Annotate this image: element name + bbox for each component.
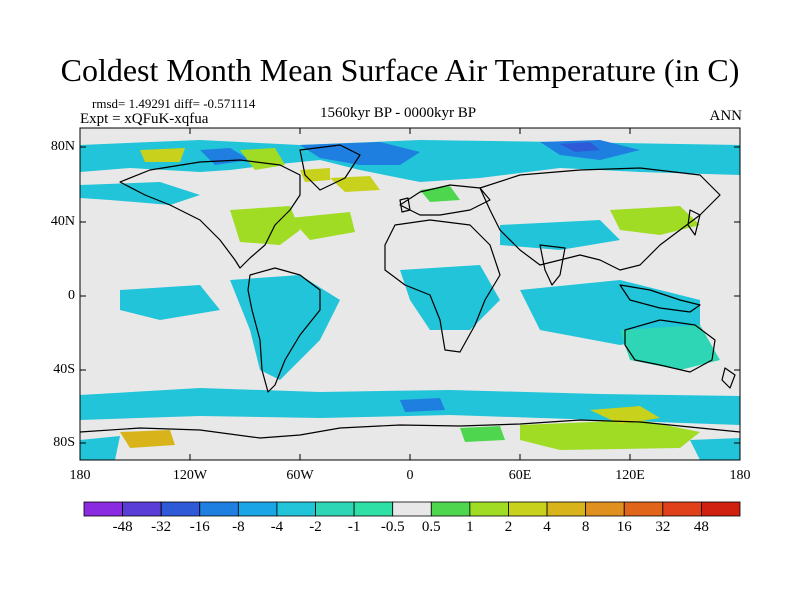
coast-australia xyxy=(624,319,716,373)
lon-label-0: 0 xyxy=(406,468,414,483)
anomaly-npacific-cool xyxy=(80,182,200,205)
colorbar-label: -16 xyxy=(189,519,210,535)
anomaly-siberia-warm xyxy=(140,148,185,162)
colorbar-label: 1 xyxy=(466,519,474,535)
colorbar-label: -1 xyxy=(347,519,361,535)
anomaly-asia-cool xyxy=(500,220,620,250)
season-label: ANN xyxy=(709,108,743,124)
coast-se-asia xyxy=(619,284,701,313)
lon-label-120e: 120E xyxy=(615,468,645,483)
coast-japan xyxy=(687,209,701,236)
map-ticks xyxy=(80,128,740,460)
coast-greenland xyxy=(299,144,361,191)
coast-asia xyxy=(479,167,721,271)
colorbar-label: 16 xyxy=(616,519,632,535)
colorbar-label: 8 xyxy=(581,519,590,535)
anomaly-antarctic-cool xyxy=(80,436,120,460)
coast-south-america xyxy=(247,267,321,393)
coast-uk xyxy=(399,197,411,213)
colorbar-label: 4 xyxy=(543,519,551,535)
anomaly-antarctic-yellow xyxy=(590,406,660,424)
colorbar-label: -8 xyxy=(232,519,245,535)
anomaly-greenland-warm xyxy=(300,168,330,182)
colorbar-label: -2 xyxy=(309,519,322,535)
anomaly-australia-cool xyxy=(620,325,720,370)
colorbar-label: -0.5 xyxy=(380,519,405,535)
anomaly-arctic-deep xyxy=(560,142,600,152)
coast-africa xyxy=(384,219,501,353)
stats-text: rmsd= 1.49291 diff= -0.571114 xyxy=(92,96,256,111)
coast-north-america xyxy=(119,159,301,269)
anomaly-fields xyxy=(80,140,740,460)
anomaly-antarctic-warm xyxy=(520,420,700,450)
anomaly-n-atlantic-warm xyxy=(330,176,380,192)
anomaly-namerica-warm xyxy=(230,206,300,245)
lat-label-40s: 40S xyxy=(53,362,75,377)
lon-label-60w: 60W xyxy=(286,468,314,483)
experiment-label: Expt = xQFuK-xqfua xyxy=(80,111,209,127)
coastlines xyxy=(79,144,741,439)
lon-label-180e: 180 xyxy=(729,468,751,483)
colorbar-label: 48 xyxy=(693,519,709,535)
coast-new-zealand xyxy=(721,367,736,389)
anomaly-pacific-trop xyxy=(120,285,220,320)
anomaly-arctic-blue xyxy=(300,142,420,165)
anomaly-antarctic-warm-2 xyxy=(460,426,505,442)
anomaly-west-pacific-warm xyxy=(610,206,700,235)
anomaly-arctic-blue-3 xyxy=(200,148,250,165)
lon-label-120w: 120W xyxy=(172,468,208,483)
anomaly-atlantic-warm xyxy=(290,212,355,240)
colorbar-label: 2 xyxy=(504,519,513,535)
colorbar-label: 0.5 xyxy=(421,519,441,535)
lat-label-80s: 80S xyxy=(53,435,75,450)
colorbar-label: -32 xyxy=(151,519,172,535)
lat-label-40n: 40N xyxy=(50,214,75,229)
coast-europe xyxy=(399,184,491,216)
anomaly-antarctic-cool-2 xyxy=(690,438,740,460)
anomaly-antarctic-orange xyxy=(120,430,175,448)
period-label: 1560kyr BP - 0000kyr BP xyxy=(320,105,477,121)
lon-label-180w: 180 xyxy=(69,468,91,483)
anomaly-africa-cool xyxy=(400,265,500,330)
coast-india xyxy=(539,244,566,286)
colorbar-label: -48 xyxy=(112,519,133,535)
lat-label-0: 0 xyxy=(68,288,75,303)
anomaly-tropical-cool xyxy=(230,275,340,380)
lon-label-60e: 60E xyxy=(508,468,532,483)
colorbar-label: -4 xyxy=(270,519,284,535)
anomaly-southern-blue xyxy=(400,398,445,412)
coast-antarctica xyxy=(79,419,741,439)
lat-label-80n: 80N xyxy=(50,139,75,154)
map-title: Coldest Month Mean Surface Air Temperatu… xyxy=(60,52,740,88)
colorbar-label: 32 xyxy=(655,519,671,535)
